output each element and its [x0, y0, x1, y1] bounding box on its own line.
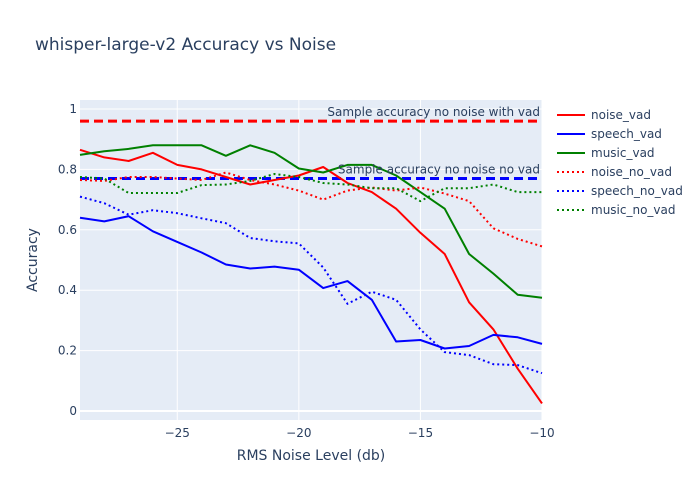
reference-annotations: Sample accuracy no noise with vad Sample …	[327, 105, 540, 176]
legend-item-speech-vad[interactable]: speech_vad	[557, 127, 662, 141]
grid-lines	[80, 100, 543, 420]
y-axis-ticks: 0 0.2 0.4 0.6 0.8 1	[58, 102, 77, 418]
legend-label: music_no_vad	[591, 203, 676, 217]
series-line-speech-no-vad	[79, 195, 543, 375]
y-tick-label: 0	[69, 404, 77, 418]
legend-label: speech_no_vad	[591, 184, 683, 198]
x-tick-label: −15	[408, 426, 433, 440]
y-tick-label: 0.4	[58, 283, 77, 297]
legend-item-speech-no-vad[interactable]: speech_no_vad	[557, 184, 683, 198]
y-tick-label: 0.8	[58, 162, 77, 176]
legend-item-noise-vad[interactable]: noise_vad	[557, 108, 651, 122]
legend-label: speech_vad	[591, 127, 662, 141]
y-tick-label: 0.2	[58, 344, 77, 358]
series-line-music-vad	[79, 144, 543, 299]
reference-annotation: Sample accuracy no noise with vad	[327, 105, 540, 119]
series-line-music-no-vad	[79, 173, 542, 203]
series-lines	[79, 144, 543, 404]
x-axis-title: RMS Noise Level (db)	[237, 448, 386, 464]
plot-area	[80, 100, 542, 420]
legend-item-music-vad[interactable]: music_vad	[557, 146, 655, 160]
legend-label: noise_vad	[591, 108, 651, 122]
series-line-noise-no-vad	[79, 171, 543, 248]
legend-label: noise_no_vad	[591, 165, 672, 179]
reference-lines	[80, 119, 542, 180]
series-line-speech-vad	[79, 215, 543, 350]
reference-annotation: Sample accuracy no noise no vad	[338, 162, 540, 176]
y-axis-title: Accuracy	[25, 228, 41, 292]
legend[interactable]: noise_vad speech_vad music_vad noise_no_vad…	[557, 108, 683, 217]
legend-label: music_vad	[591, 146, 655, 160]
x-axis-ticks: −25 −20 −15 −10	[165, 426, 555, 440]
chart-title: whisper-large-v2 Accuracy vs Noise	[35, 35, 336, 55]
x-tick-label: −10	[529, 426, 554, 440]
legend-item-music-no-vad[interactable]: music_no_vad	[557, 203, 676, 217]
legend-item-noise-no-vad[interactable]: noise_no_vad	[557, 165, 672, 179]
y-tick-label: 1	[69, 102, 77, 116]
y-tick-label: 0.6	[58, 223, 77, 237]
x-tick-label: −20	[286, 426, 311, 440]
x-tick-label: −25	[165, 426, 190, 440]
